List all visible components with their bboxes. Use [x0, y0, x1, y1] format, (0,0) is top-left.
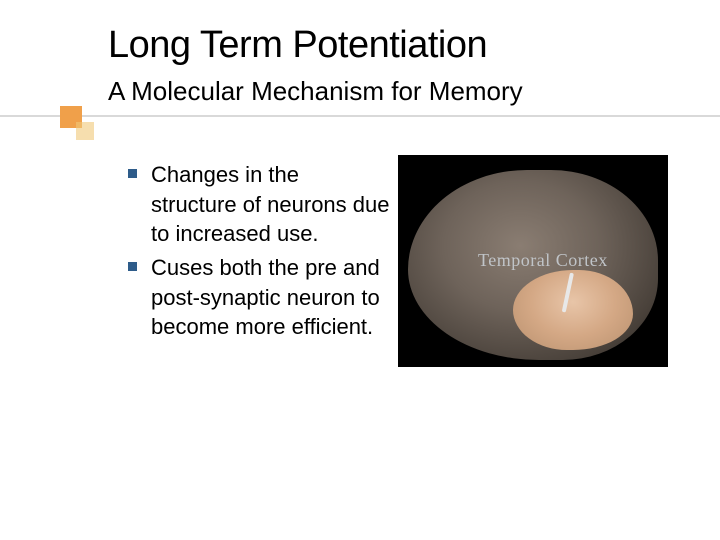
bullet-marker-icon	[128, 169, 137, 178]
slide-subtitle: A Molecular Mechanism for Memory	[108, 76, 523, 107]
bullet-text: Changes in the structure of neurons due …	[151, 160, 390, 249]
brain-figure: Temporal Cortex	[398, 155, 668, 367]
accent-square-secondary	[76, 122, 94, 140]
divider-line	[0, 115, 720, 117]
list-item: Changes in the structure of neurons due …	[128, 160, 390, 249]
bullet-list: Changes in the structure of neurons due …	[128, 160, 390, 346]
list-item: Cuses both the pre and post-synaptic neu…	[128, 253, 390, 342]
slide-title: Long Term Potentiation	[108, 24, 487, 67]
bullet-marker-icon	[128, 262, 137, 271]
figure-label: Temporal Cortex	[478, 250, 608, 271]
bullet-text: Cuses both the pre and post-synaptic neu…	[151, 253, 390, 342]
temporal-cortex-highlight	[513, 270, 633, 350]
